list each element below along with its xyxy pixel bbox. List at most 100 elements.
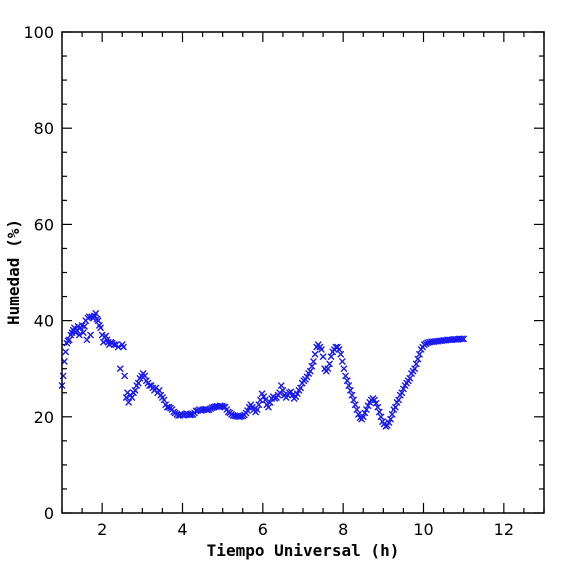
data-point [81,323,88,330]
data-point [79,329,87,336]
data-point [398,389,406,397]
data-point [363,406,370,413]
data-point [337,350,345,358]
data-point [116,365,124,372]
y-tick-label: 20 [34,408,54,427]
data-point [237,413,245,420]
data-point [121,372,128,380]
data-point [411,365,418,372]
data-point [319,353,327,360]
x-tick-label: 10 [413,520,433,539]
data-point [303,373,311,381]
data-point [135,379,142,387]
data-point [361,409,369,417]
data-point [114,343,122,351]
y-tick-label: 80 [34,119,54,138]
data-point [131,387,139,394]
y-tick-label: 100 [23,23,54,42]
data-point [292,393,300,400]
data-point [412,360,420,368]
data-point [387,415,394,423]
data-point [260,393,267,400]
data-point [128,394,136,401]
data-point [348,391,356,399]
axis-ticks [61,31,545,514]
data-point [120,343,127,351]
x-tick-label: 4 [177,520,187,539]
y-tick-label: 40 [34,312,54,331]
data-point [87,331,94,339]
data-point [92,310,100,317]
data-point [253,406,261,413]
data-point [110,341,118,348]
data-point [308,362,316,370]
data-point [372,400,380,407]
data-point [343,377,351,385]
data-point [261,396,269,404]
data-point [327,353,335,360]
data-point [364,402,372,410]
data-point [340,365,348,372]
data-point [359,413,367,421]
tick-labels: 2 4 6 8 10 12 0 20 40 60 80 100 [23,23,514,539]
data-point [406,375,414,382]
data-point [345,382,353,389]
y-tick-label: 0 [44,504,54,523]
data-point [335,346,343,353]
data-point [400,385,407,393]
data-point [350,396,357,404]
y-tick-label: 60 [34,215,54,234]
data-point [318,346,325,353]
data-point [244,407,251,414]
data-point [324,365,332,372]
data-point [374,403,382,411]
data-point [395,396,402,404]
data-point [75,331,83,339]
data-point [306,367,314,375]
data-point [384,422,391,429]
x-tick-label: 12 [494,520,514,539]
data-point [294,390,301,398]
data-point [255,401,263,409]
data-point [371,396,378,404]
data-point [414,355,422,363]
data-point [376,408,383,416]
data-point [416,350,423,358]
x-tick-label: 6 [258,520,268,539]
data-point [351,401,359,409]
data-point [97,324,104,332]
data-point [297,384,304,392]
x-tick-label: 2 [97,520,107,539]
data-point [289,391,296,399]
data-point [160,396,168,404]
data-point [62,348,69,356]
data-point [392,403,399,411]
data-point [385,419,393,426]
x-tick-label: 8 [338,520,348,539]
data-points [58,310,467,430]
data-point [347,387,354,394]
data-point [355,411,362,418]
data-point [258,390,266,398]
data-point [141,372,149,380]
data-point [342,372,349,380]
data-point [204,406,211,414]
data-point [460,335,467,343]
data-point [155,387,163,394]
data-point [83,336,91,344]
data-point [311,350,319,358]
data-point [265,403,272,411]
data-point [125,399,132,406]
data-point [353,406,361,413]
plot-frame [61,31,545,514]
data-point [65,336,73,344]
data-point [278,382,285,389]
data-point [388,411,396,418]
data-point [458,335,465,343]
data-point [310,358,317,365]
x-axis-title: Tiempo Universal (h) [207,541,400,560]
data-point [339,358,346,365]
y-axis-title: Humedad (%) [4,219,23,325]
data-point [326,360,333,368]
data-point [377,413,385,421]
